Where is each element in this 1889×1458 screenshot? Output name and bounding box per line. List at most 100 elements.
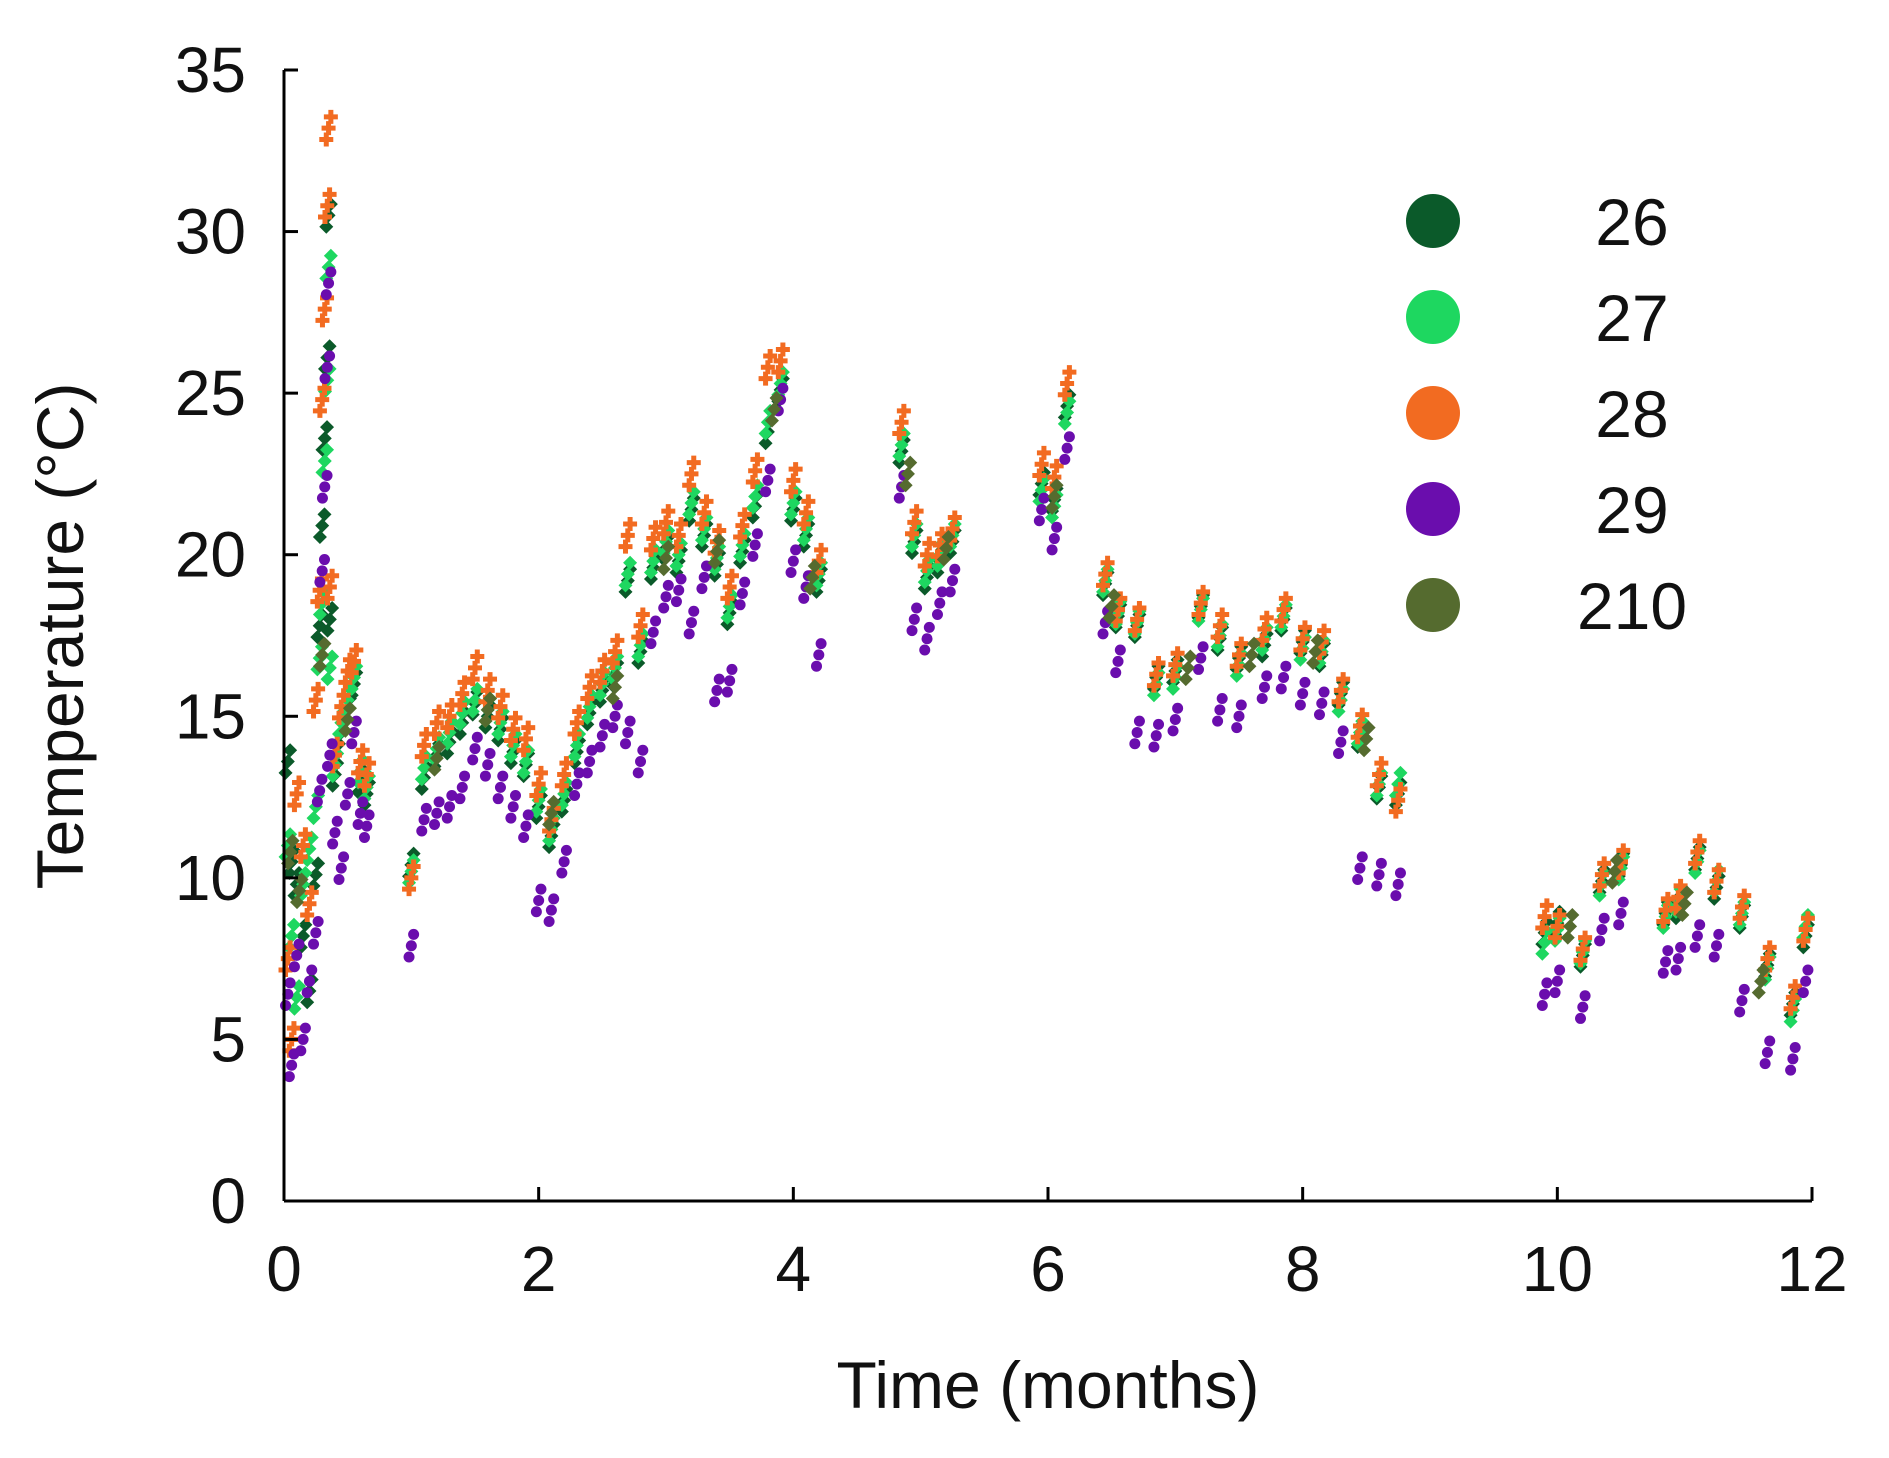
data-point — [542, 833, 557, 848]
axes: 0 2 4 6 8 10 12 0 5 10 15 20 25 30 35 — [175, 34, 1848, 1305]
data-point — [355, 743, 370, 758]
data-point — [1231, 722, 1243, 734]
data-point — [675, 573, 687, 585]
data-point — [936, 586, 948, 598]
data-point — [796, 533, 811, 548]
data-point — [1711, 940, 1722, 952]
data-point — [1535, 946, 1550, 961]
data-point — [454, 793, 466, 805]
x-tick-label: 4 — [776, 1233, 812, 1305]
data-point — [1172, 702, 1184, 714]
data-point — [1167, 725, 1179, 737]
data-point — [1306, 655, 1321, 670]
data-point — [297, 1033, 309, 1045]
data-point — [283, 743, 298, 758]
data-point — [645, 638, 657, 650]
data-point — [285, 833, 300, 848]
data-point — [312, 659, 327, 674]
data-point — [1178, 672, 1193, 687]
data-point — [784, 507, 799, 522]
data-point — [1247, 636, 1262, 651]
data-point — [1235, 699, 1247, 711]
data-point — [785, 566, 797, 578]
plot-area — [278, 109, 1815, 1083]
data-point — [321, 470, 333, 482]
data-point — [764, 463, 776, 475]
data-point — [308, 938, 320, 950]
data-point — [318, 554, 330, 566]
data-point — [348, 726, 360, 738]
data-point — [457, 675, 472, 690]
x-tick-label: 10 — [1522, 1233, 1593, 1305]
data-point — [559, 756, 574, 771]
data-point — [814, 542, 829, 557]
data-point — [1097, 628, 1109, 640]
data-point — [1181, 660, 1196, 675]
data-point — [594, 741, 606, 753]
data-point — [898, 478, 913, 493]
data-point — [769, 390, 784, 405]
data-point — [1374, 756, 1389, 771]
data-point — [1605, 875, 1620, 890]
data-point — [1549, 987, 1561, 999]
data-point — [805, 570, 820, 585]
data-point — [432, 739, 447, 754]
data-point — [1193, 663, 1205, 675]
data-point — [465, 704, 480, 719]
data-point — [484, 747, 496, 759]
data-point — [306, 964, 318, 976]
data-point — [1672, 953, 1684, 965]
data-point — [1048, 533, 1060, 545]
data-point — [1046, 544, 1058, 556]
data-point — [311, 856, 326, 871]
data-point — [1789, 1042, 1801, 1054]
data-point — [767, 402, 782, 417]
data-point — [581, 767, 593, 779]
data-point — [620, 738, 632, 750]
data-point — [480, 702, 495, 717]
data-point — [1802, 964, 1814, 976]
data-point — [478, 714, 493, 729]
data-point — [1316, 697, 1328, 709]
data-point — [673, 584, 685, 596]
data-point — [1110, 667, 1122, 679]
data-point — [726, 663, 738, 675]
data-point — [605, 691, 620, 706]
data-point — [286, 917, 301, 932]
data-point — [682, 507, 697, 522]
data-point — [1785, 1064, 1797, 1076]
data-point — [1229, 668, 1244, 683]
data-point — [1331, 704, 1346, 719]
data-point — [894, 437, 909, 452]
data-point — [544, 806, 559, 821]
data-point — [1166, 681, 1181, 696]
data-point — [1375, 857, 1387, 869]
data-point — [713, 673, 725, 685]
data-point — [429, 751, 444, 766]
data-point — [807, 559, 822, 574]
data-point — [1554, 964, 1566, 976]
data-point — [647, 626, 659, 638]
data-point — [811, 660, 823, 672]
data-point — [312, 529, 327, 544]
data-point — [685, 617, 697, 629]
data-point — [1259, 610, 1274, 625]
data-point — [444, 801, 456, 813]
data-point — [1153, 718, 1165, 730]
data-point — [298, 827, 313, 842]
data-point — [736, 587, 748, 599]
data-point — [338, 851, 350, 863]
data-point — [1216, 693, 1228, 705]
data-point — [311, 796, 323, 808]
data-point — [747, 550, 759, 562]
data-point — [686, 455, 701, 470]
data-point — [1788, 979, 1803, 994]
data-point — [518, 754, 533, 769]
data-point — [669, 559, 684, 574]
data-point — [688, 605, 700, 617]
data-point — [896, 403, 911, 418]
data-point — [1691, 930, 1703, 942]
data-point — [495, 688, 510, 703]
data-point — [361, 820, 373, 832]
data-point — [1800, 911, 1815, 926]
